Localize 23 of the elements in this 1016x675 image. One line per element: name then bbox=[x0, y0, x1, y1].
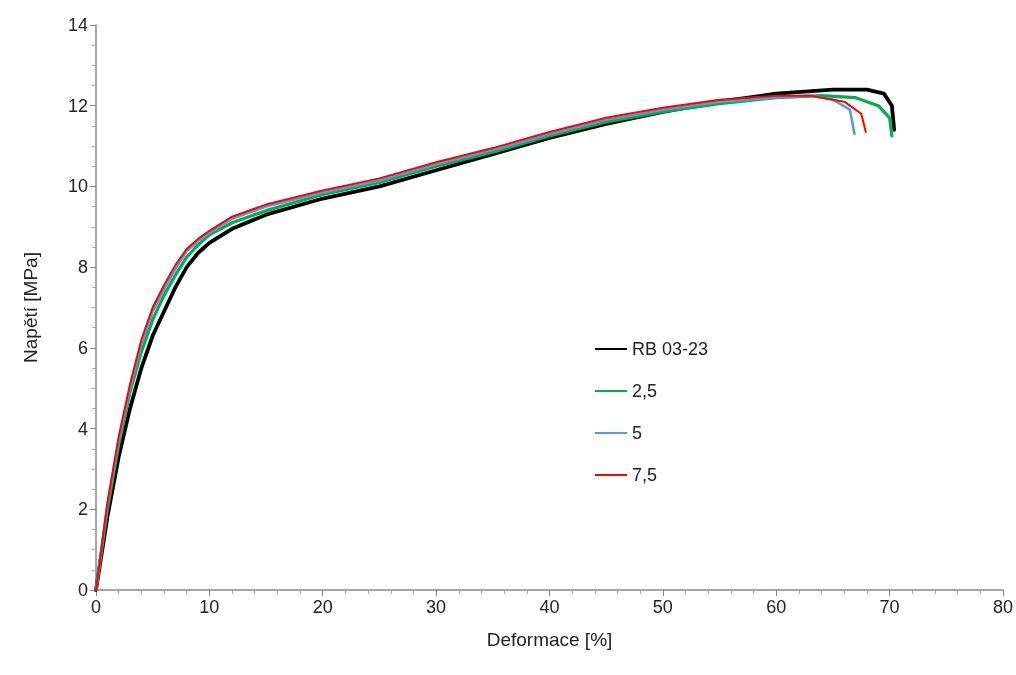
x-tick-label: 0 bbox=[90, 597, 102, 617]
x-tick-label: 80 bbox=[992, 597, 1013, 617]
x-tick-label: 60 bbox=[766, 597, 787, 617]
y-tick-label: 14 bbox=[67, 15, 88, 35]
x-tick-label: 40 bbox=[539, 597, 560, 617]
y-tick-label: 4 bbox=[77, 418, 88, 439]
x-tick-label: 30 bbox=[426, 597, 447, 617]
y-tick-label: 8 bbox=[77, 257, 88, 278]
y-tick-label: 0 bbox=[77, 580, 88, 600]
y-tick-label: 2 bbox=[77, 499, 88, 520]
x-tick-label: 50 bbox=[652, 597, 673, 617]
legend-label: 5 bbox=[632, 423, 643, 443]
legend-label: 7,5 bbox=[632, 465, 658, 485]
x-tick-label: 20 bbox=[312, 597, 333, 617]
x-axis-title: Deformace [%] bbox=[486, 629, 613, 650]
y-tick-label: 12 bbox=[67, 95, 88, 116]
y-tick-label: 6 bbox=[77, 337, 88, 358]
legend-label: 2,5 bbox=[632, 381, 658, 401]
y-tick-label: 10 bbox=[67, 176, 88, 197]
legend-label: RB 03-23 bbox=[632, 339, 709, 359]
x-tick-label: 70 bbox=[879, 597, 900, 617]
x-tick-label: 10 bbox=[199, 597, 220, 617]
y-axis-title: Napětí [MPa] bbox=[20, 252, 41, 363]
